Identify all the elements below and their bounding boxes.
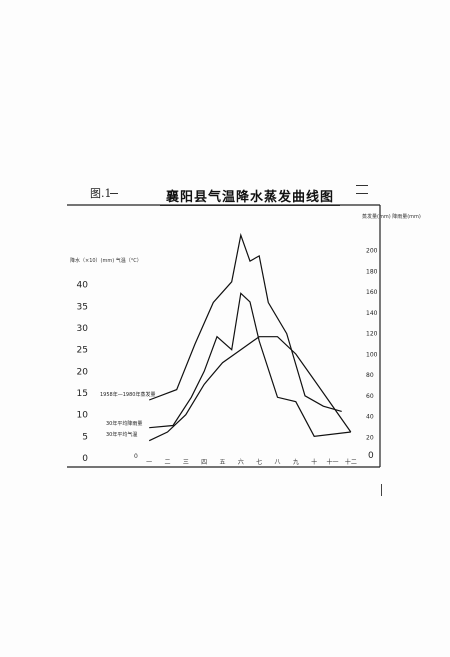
x-corner-left-label: 0: [134, 453, 138, 460]
x-category-label: 四: [201, 459, 207, 466]
x-category-label: 九: [293, 458, 299, 466]
series-label-1: 1958年—1980年蒸发量: [100, 391, 155, 398]
left-axis-ticks: 0 5 10 15 20 25 30 35 40: [77, 281, 89, 464]
left-tick-label: 40: [77, 281, 89, 291]
right-tick-label: 80: [366, 372, 374, 379]
series-labels: 1958年—1980年蒸发量 30年平均降雨量 30年平均气温: [100, 391, 155, 438]
right-tick-label: 60: [366, 393, 374, 400]
left-tick-label: 10: [77, 411, 89, 421]
series-lines: [148, 232, 352, 442]
dash-mark-left: [110, 193, 118, 194]
right-tick-label: 180: [366, 268, 378, 275]
x-axis-categories: 0 0 一 二 三 四 五 六 七 八 九 十 十一 十二: [134, 451, 374, 466]
x-category-label: 十: [311, 458, 317, 466]
dash-mark-right-top: [356, 185, 368, 186]
series-label-3: 30年平均气温: [106, 431, 137, 438]
right-tick-label: 40: [366, 414, 374, 421]
left-tick-label: 5: [82, 432, 88, 442]
left-tick-label: 20: [77, 367, 89, 377]
right-tick-label: 140: [366, 310, 378, 317]
right-tick-label: 200: [366, 248, 378, 255]
dash-mark-right-bottom: [356, 193, 368, 194]
right-axis-title: 蒸发量(mm) 降雨量(mm): [362, 213, 421, 220]
right-axis-ticks: 20 40 60 80 100 120 140 160 180 200: [366, 248, 378, 442]
series-line-3: [148, 336, 352, 442]
x-category-label: 十二: [345, 458, 357, 466]
x-category-label: 一: [146, 459, 152, 466]
x-category-label: 五: [219, 459, 225, 466]
series-line-2: [149, 292, 351, 437]
x-category-label: 二: [164, 459, 170, 466]
right-tick-label: 20: [366, 434, 374, 441]
edge-mark: [381, 484, 382, 496]
x-category-label: 七: [256, 458, 262, 466]
left-tick-label: 0: [82, 454, 88, 464]
right-tick-label: 120: [366, 331, 378, 338]
right-tick-label: 100: [366, 351, 378, 358]
left-tick-label: 30: [77, 324, 89, 334]
left-tick-label: 35: [77, 302, 88, 312]
series-line-1: [148, 232, 342, 412]
x-corner-right-label: 0: [368, 451, 374, 461]
x-category-label: 三: [183, 459, 189, 466]
left-tick-label: 25: [77, 346, 88, 356]
left-tick-label: 15: [77, 389, 88, 399]
left-axis-title: 降水（×10）(mm) 气温（°C）: [70, 257, 142, 264]
x-category-label: 八: [274, 459, 280, 466]
right-tick-label: 160: [366, 289, 378, 296]
chart-frame: [67, 204, 381, 468]
series-label-2: 30年平均降雨量: [106, 420, 142, 427]
figure-label: 图.1: [90, 187, 112, 200]
x-category-label: 十一: [326, 458, 338, 466]
x-category-label: 六: [238, 458, 244, 466]
